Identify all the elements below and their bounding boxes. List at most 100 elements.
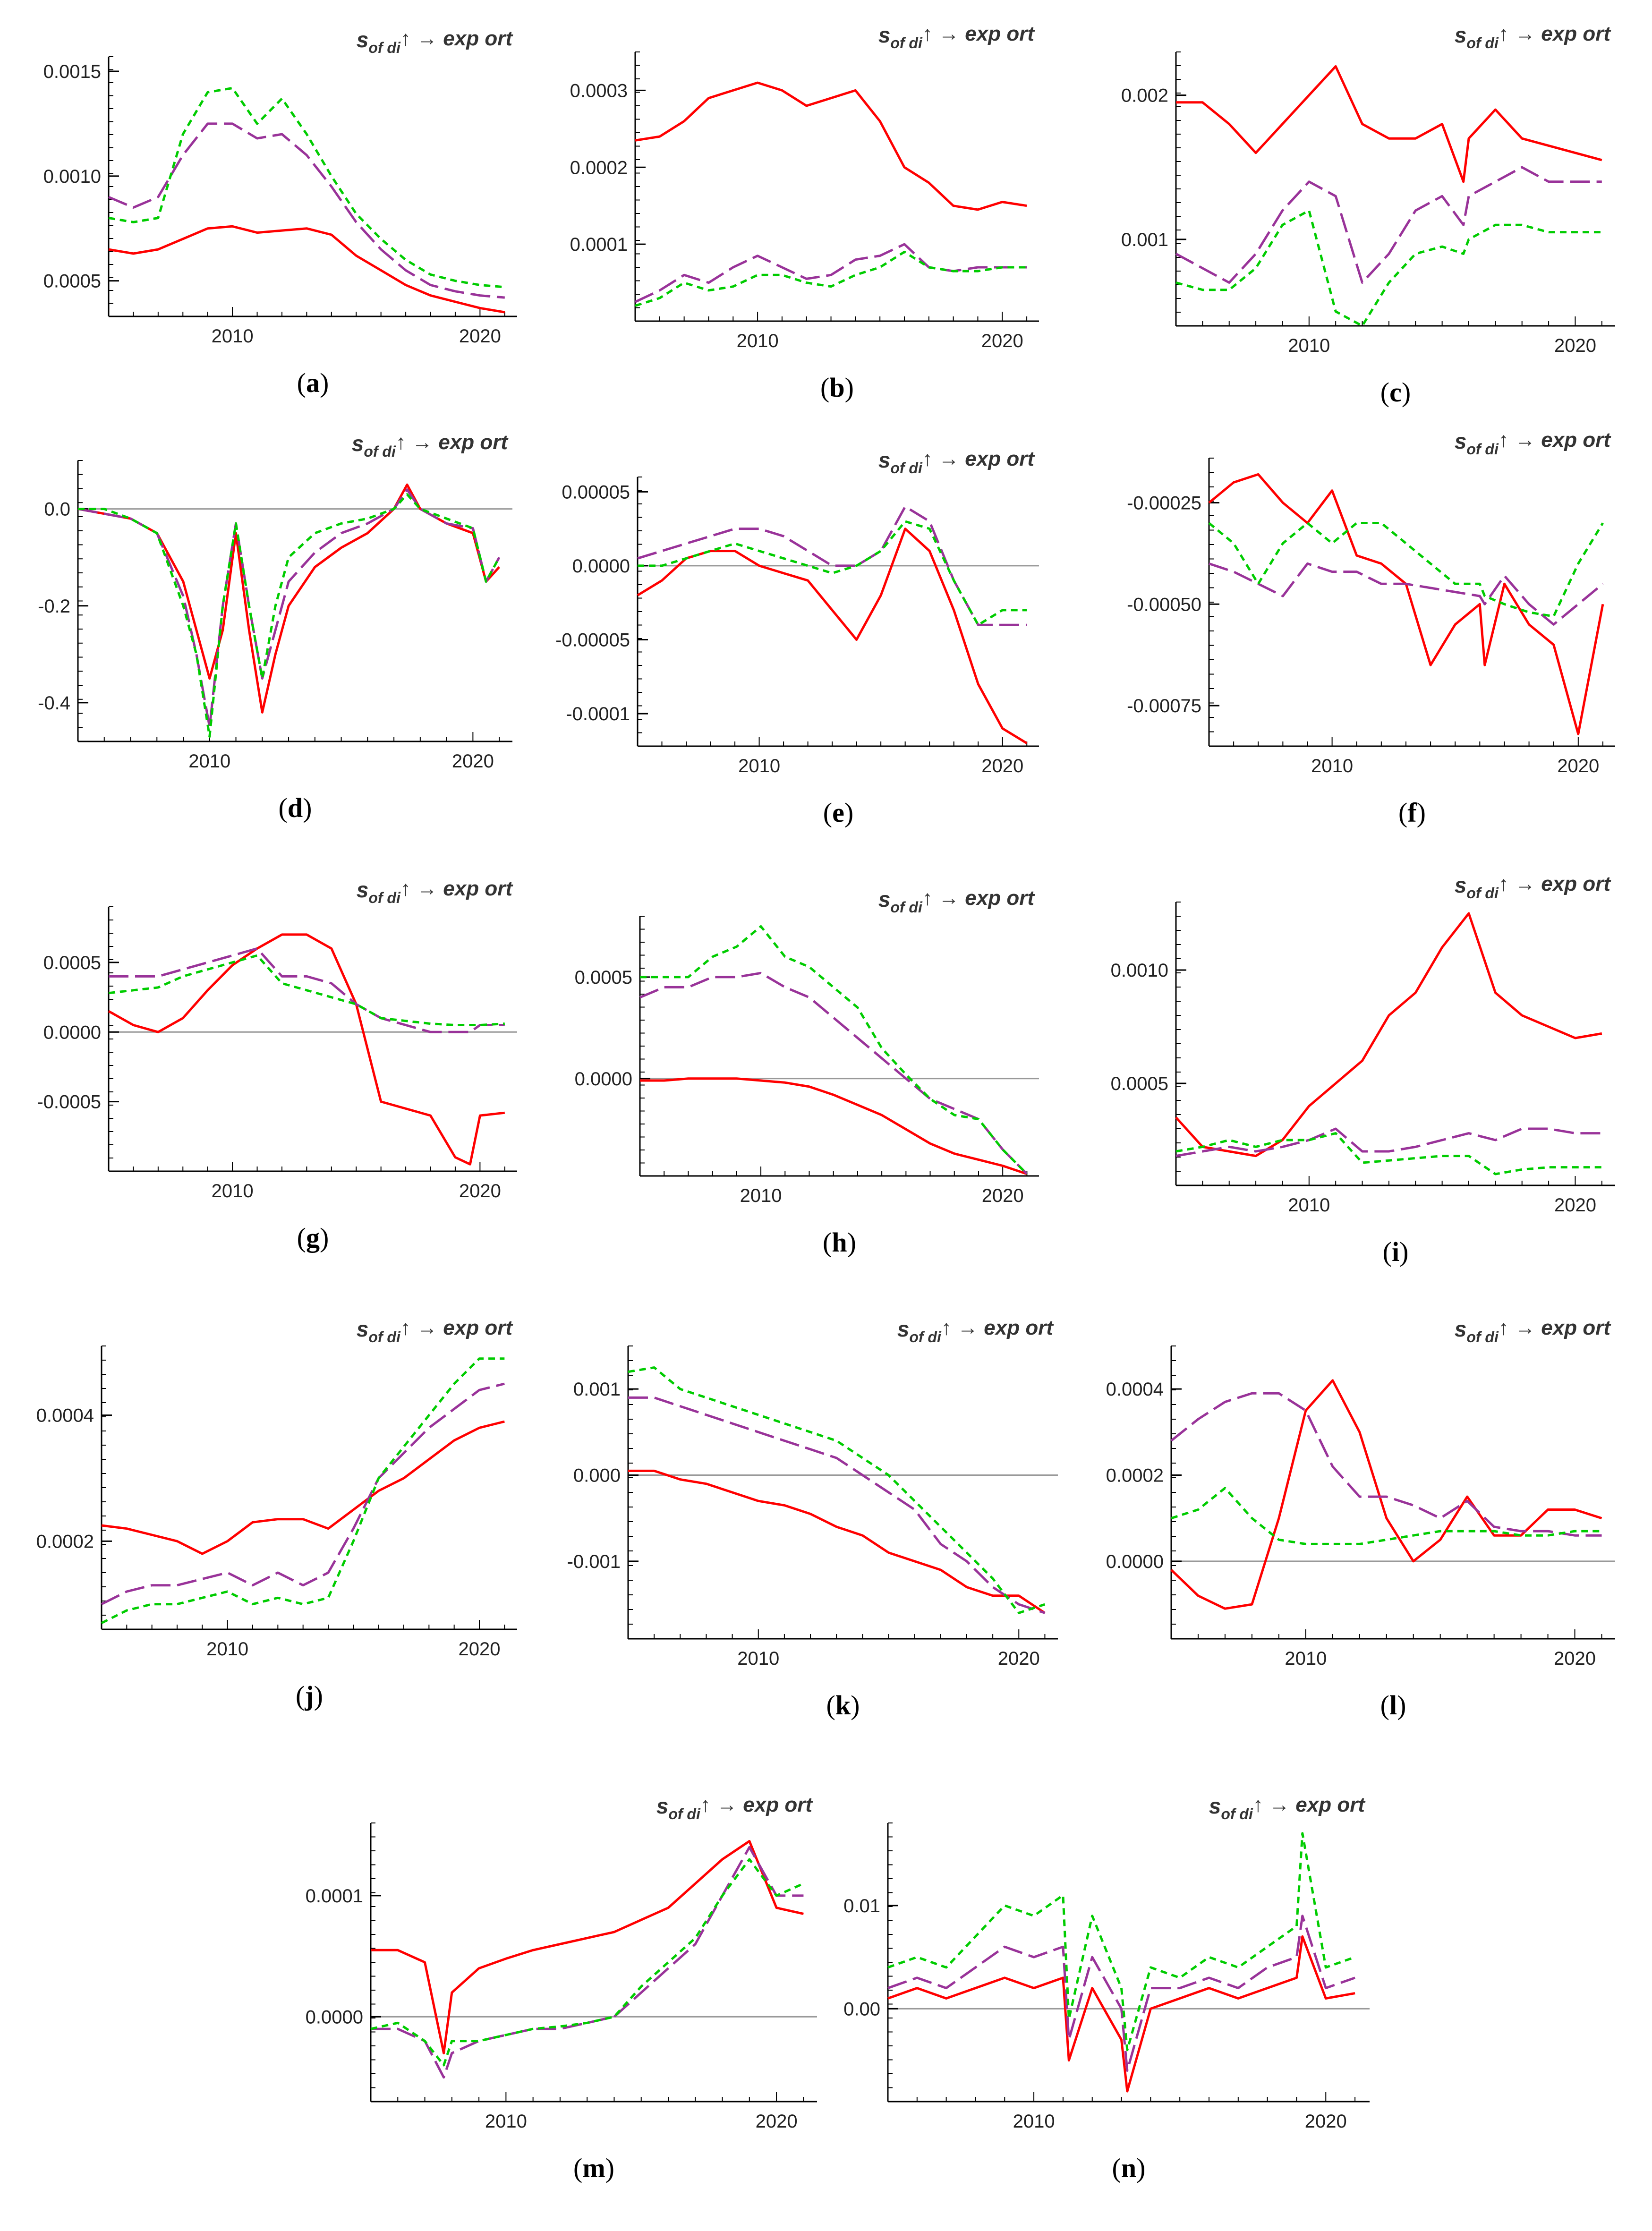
y-tick-label: 0.00	[843, 1999, 880, 2019]
x-tick-label: 2020	[1305, 2111, 1347, 2132]
series-line-series_b	[109, 947, 505, 1033]
y-tick-label: -0.00005	[555, 630, 630, 651]
x-tick-label: 2020	[981, 756, 1023, 776]
y-tick-label: -0.0001	[566, 704, 630, 724]
y-tick-label: 0.0000	[575, 1069, 632, 1090]
chart-panel-j: 0.0002 0.0004 2010 2020 sof di↑ → exp ort (j)	[36, 1316, 517, 1711]
y-tick-label: 0.0000	[43, 1022, 101, 1043]
panel-title: sof di↑ → exp ort	[357, 877, 514, 906]
y-tick-label: 0.0001	[570, 234, 628, 255]
panel-caption: (c)	[1380, 377, 1411, 408]
y-tick-label: -0.0005	[37, 1092, 101, 1113]
y-tick-label: 0.0002	[1106, 1465, 1164, 1486]
panel-caption: (g)	[297, 1222, 329, 1253]
x-tick-label: 2010	[737, 1648, 779, 1669]
y-tick-label: 0.0004	[1106, 1379, 1164, 1400]
series-line-series_b	[887, 1915, 1355, 2072]
y-tick-label: 0.0004	[36, 1405, 94, 1426]
x-tick-label: 2020	[459, 1181, 501, 1201]
series-line-series_c	[370, 1858, 804, 2067]
y-tick-label: -0.00075	[1127, 696, 1201, 716]
y-tick-label: 0.0005	[43, 953, 101, 973]
series-line-series_c	[78, 493, 501, 738]
series-line-series_b	[1209, 562, 1604, 626]
y-tick-label: -0.2	[38, 596, 70, 617]
panel-title: sof di↑ → exp ort	[878, 22, 1036, 51]
chart-panel-e: -0.0001 -0.00005 0.0000 0.00005 2010 2020 sof …	[555, 447, 1039, 828]
chart-panel-i: 0.0005 0.0010 2010 2020 sof di↑ → exp ort (i)	[1111, 872, 1615, 1267]
x-tick-label: 2010	[1285, 1648, 1327, 1669]
series-line-series_c	[1175, 209, 1602, 327]
series-line-series_b	[639, 971, 1028, 1175]
series-line-series_b	[637, 505, 1027, 626]
series-line-series_b	[77, 488, 501, 728]
series-line-series_c	[1175, 1132, 1602, 1175]
panel-title: sof di↑ → exp ort	[352, 431, 509, 460]
series-line-series_a	[887, 1935, 1355, 2093]
x-tick-label: 2010	[737, 331, 779, 351]
chart-panel-g: -0.0005 0.0000 0.0005 2010 2020 sof di↑ → exp…	[37, 877, 517, 1253]
x-tick-label: 2020	[459, 326, 501, 347]
series-line-series_a	[637, 528, 1028, 744]
panel-title: sof di↑ → exp ort	[878, 886, 1036, 916]
x-tick-label: 2020	[1557, 756, 1599, 776]
x-tick-label: 2010	[738, 756, 780, 776]
series-line-series_b	[371, 1846, 804, 2079]
x-tick-label: 2020	[1554, 1195, 1596, 1216]
x-tick-label: 2020	[981, 331, 1023, 351]
y-tick-label: 0.0010	[43, 166, 101, 187]
y-tick-label: 0.0000	[1106, 1551, 1164, 1572]
chart-panel-a: 0.0005 0.0010 0.0015 2010 2020 sof di↑ → exp …	[43, 27, 517, 398]
series-line-series_a	[108, 933, 505, 1166]
x-tick-label: 2010	[188, 751, 230, 772]
series-line-series_c	[640, 925, 1028, 1175]
y-tick-label: 0.01	[843, 1896, 880, 1916]
x-tick-label: 2020	[998, 1648, 1040, 1669]
chart-panel-k: -0.001 0.000 0.001 2010 2020 sof di↑ → exp or…	[567, 1316, 1058, 1720]
series-line-series_a	[628, 1469, 1046, 1614]
panel-caption: (n)	[1112, 2153, 1146, 2183]
panel-caption: (l)	[1380, 1690, 1406, 1720]
x-tick-label: 2020	[756, 2111, 798, 2132]
series-line-series_c	[108, 954, 505, 1026]
y-tick-label: 0.00005	[562, 482, 630, 502]
y-tick-label: -0.4	[38, 693, 70, 714]
chart-panel-c: 0.001 0.002 2010 2020 sof di↑ → exp ort (c)	[1121, 22, 1615, 408]
x-tick-label: 2010	[212, 326, 254, 347]
y-tick-label: 0.0005	[1111, 1073, 1168, 1094]
series-line-series_a	[108, 225, 505, 314]
series-line-series_c	[1208, 522, 1604, 618]
y-tick-label: 0.000	[573, 1465, 621, 1486]
panel-caption: (m)	[573, 2153, 614, 2183]
series-line-series_b	[634, 243, 1027, 303]
series-line-series_c	[108, 87, 505, 289]
series-line-series_b	[1170, 1392, 1602, 1537]
y-tick-label: 0.0005	[43, 271, 101, 292]
x-tick-label: 2010	[1013, 2111, 1055, 2132]
series-line-series_c	[101, 1357, 505, 1624]
x-tick-label: 2020	[1554, 1648, 1596, 1669]
chart-panel-d: -0.4 -0.2 0.0 2010 2020 sof di↑ → exp ort (d)	[38, 431, 512, 823]
panel-title: sof di↑ → exp ort	[1455, 1316, 1612, 1345]
x-tick-label: 2020	[452, 751, 494, 772]
chart-panel-n: 0.00 0.01 2010 2020 sof di↑ → exp ort (n)	[843, 1793, 1370, 2183]
y-tick-label: 0.0015	[43, 61, 101, 82]
x-tick-label: 2010	[1288, 335, 1330, 356]
y-tick-label: 0.0002	[36, 1531, 94, 1552]
series-line-series_a	[1208, 473, 1604, 735]
panel-title: sof di↑ → exp ort	[1209, 1793, 1366, 1822]
y-tick-label: 0.002	[1121, 85, 1168, 106]
y-tick-label: 0.0010	[1111, 960, 1168, 981]
series-line-series_b	[1175, 166, 1602, 284]
y-tick-label: 0.0000	[572, 556, 630, 577]
chart-panel-m: 0.0000 0.0001 2010 2020 sof di↑ → exp ort (m)	[306, 1793, 817, 2183]
y-tick-label: -0.00025	[1127, 493, 1201, 514]
x-tick-label: 2010	[206, 1639, 248, 1660]
y-tick-label: -0.001	[567, 1551, 621, 1572]
chart-panel-f: -0.00075 -0.00050 -0.00025 2010 2020 sof di↑ …	[1127, 428, 1615, 828]
panel-title: sof di↑ → exp ort	[897, 1316, 1055, 1345]
y-tick-label: 0.0000	[306, 2007, 363, 2027]
x-tick-label: 2020	[1554, 335, 1596, 356]
series-line-series_c	[887, 1832, 1355, 2052]
panel-caption: (b)	[820, 372, 854, 403]
